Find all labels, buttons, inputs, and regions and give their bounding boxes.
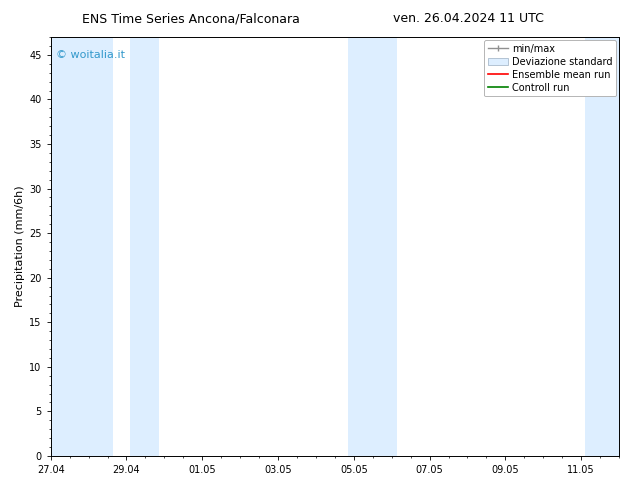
Bar — [585, 37, 623, 456]
Text: ENS Time Series Ancona/Falconara: ENS Time Series Ancona/Falconara — [82, 12, 301, 25]
Text: ven. 26.04.2024 11 UTC: ven. 26.04.2024 11 UTC — [393, 12, 544, 25]
Legend: min/max, Deviazione standard, Ensemble mean run, Controll run: min/max, Deviazione standard, Ensemble m… — [484, 40, 616, 97]
Bar — [130, 37, 158, 456]
Text: © woitalia.it: © woitalia.it — [56, 49, 126, 60]
Bar — [348, 37, 398, 456]
Bar — [47, 37, 113, 456]
Y-axis label: Precipitation (mm/6h): Precipitation (mm/6h) — [15, 186, 25, 307]
